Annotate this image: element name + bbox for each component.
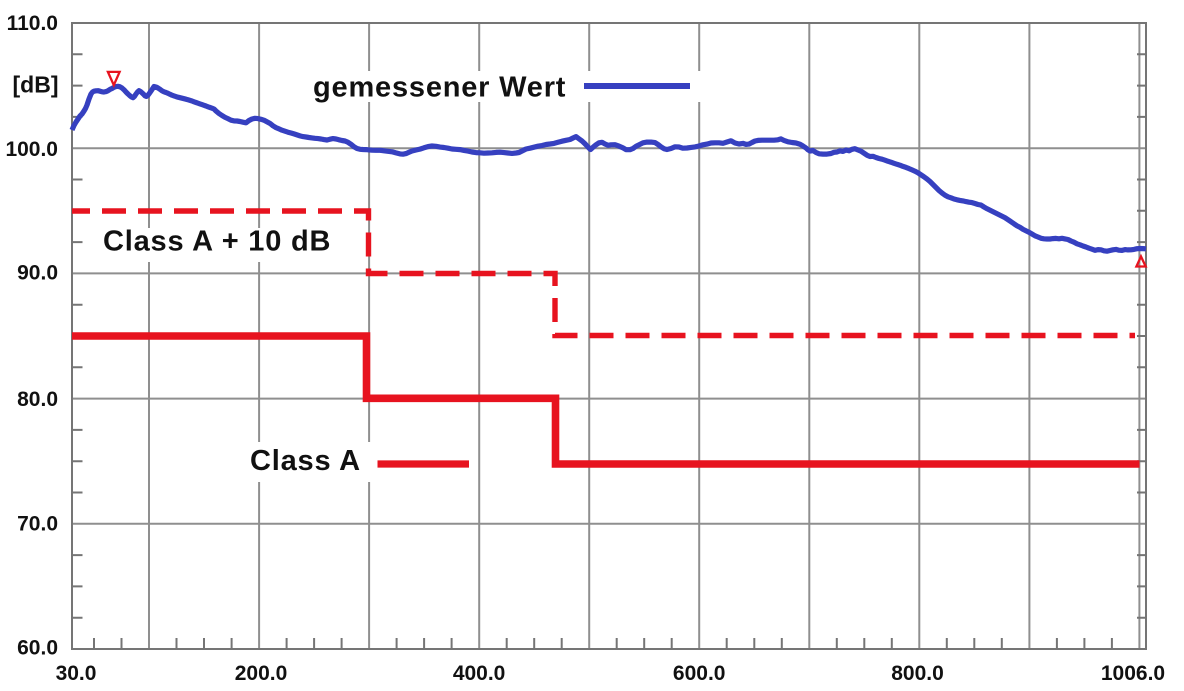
svg-text:800.0: 800.0 bbox=[891, 662, 944, 685]
svg-text:Class A: Class A bbox=[250, 445, 361, 477]
svg-text:600.0: 600.0 bbox=[673, 662, 726, 685]
svg-text:Class A + 10 dB: Class A + 10 dB bbox=[103, 226, 331, 258]
svg-text:60.0: 60.0 bbox=[17, 637, 58, 660]
svg-text:30.0: 30.0 bbox=[56, 662, 97, 685]
svg-text:70.0: 70.0 bbox=[17, 513, 58, 536]
svg-text:80.0: 80.0 bbox=[17, 388, 58, 411]
svg-text:90.0: 90.0 bbox=[17, 262, 58, 285]
svg-text:1006.0: 1006.0 bbox=[1101, 662, 1165, 685]
svg-text:400.0: 400.0 bbox=[453, 662, 506, 685]
svg-text:gemessener Wert: gemessener Wert bbox=[313, 72, 566, 104]
svg-text:[dB]: [dB] bbox=[13, 72, 59, 98]
svg-text:110.0: 110.0 bbox=[7, 12, 58, 35]
svg-text:100.0: 100.0 bbox=[5, 138, 58, 161]
svg-text:200.0: 200.0 bbox=[235, 662, 288, 685]
